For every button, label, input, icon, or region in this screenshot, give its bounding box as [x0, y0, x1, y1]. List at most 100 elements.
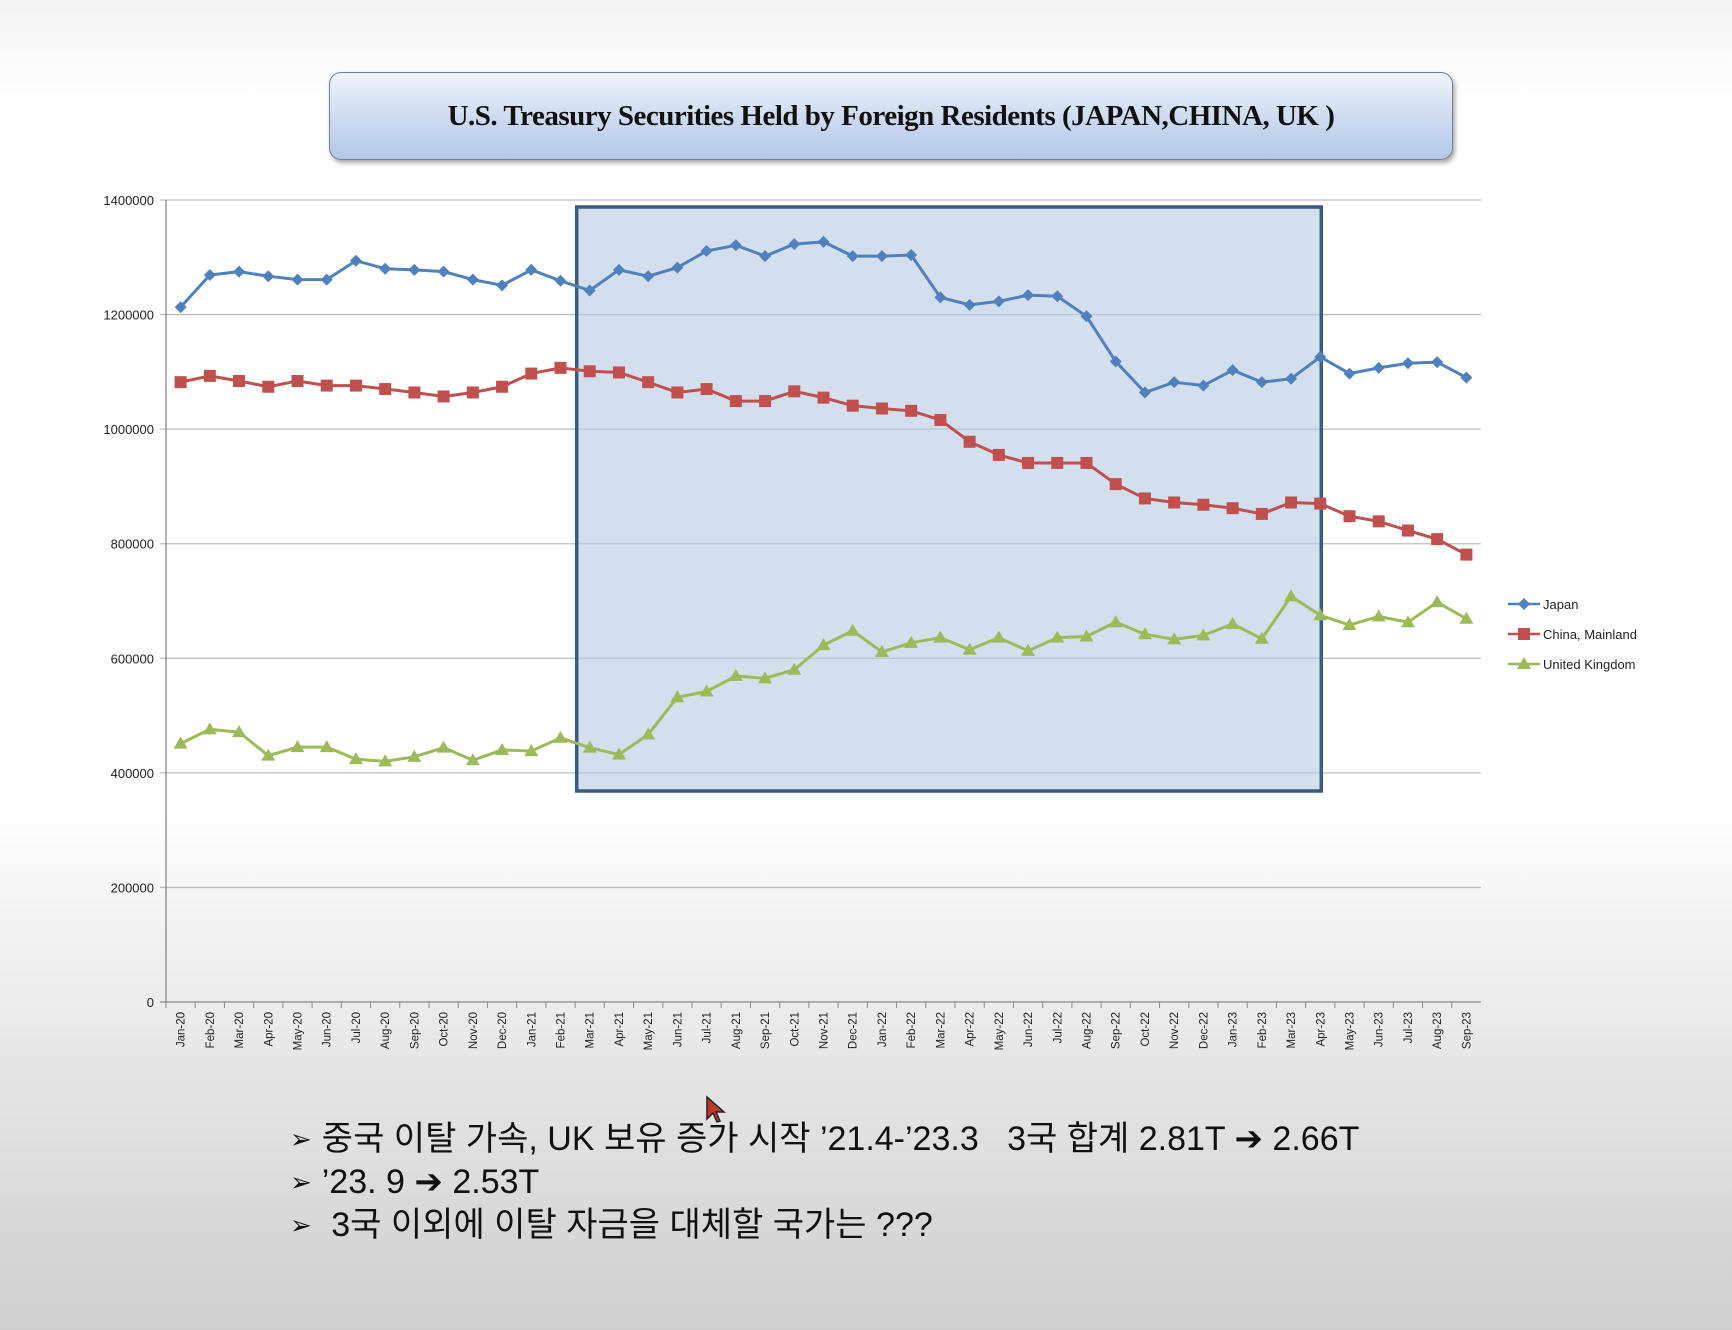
data-point: [1051, 456, 1064, 469]
data-point: [992, 448, 1005, 461]
y-tick-label: 1400000: [103, 193, 154, 208]
line-chart: 0 200000 400000 600000 800000 1000000 1200000 1…: [103, 193, 1637, 1050]
x-tick-label: Feb-23: [1257, 1012, 1269, 1048]
data-point: [1284, 589, 1299, 602]
data-point: [934, 291, 947, 304]
data-point: [495, 742, 510, 755]
x-tick-label: Oct-22: [1140, 1012, 1152, 1047]
data-point: [1255, 376, 1268, 389]
data-point: [261, 748, 276, 761]
data-point: [641, 727, 656, 740]
data-point: [728, 669, 743, 682]
x-tick-label: Jun-22: [1023, 1012, 1035, 1047]
data-point: [845, 623, 860, 636]
arrow-bullet-icon: ➢: [290, 1167, 312, 1197]
x-tick-label: Jul-22: [1052, 1012, 1064, 1043]
data-point: [759, 250, 772, 263]
data-point: [729, 395, 742, 408]
bullet-item: ➢ ’23. 9 ➔ 2.53T: [290, 1161, 1359, 1204]
data-point: [875, 250, 888, 263]
x-tick-label: Jul-21: [702, 1012, 714, 1043]
data-point: [817, 391, 830, 404]
legend-item: United Kingdom: [1508, 657, 1636, 672]
x-tick-label: May-23: [1345, 1012, 1357, 1050]
data-point: [1080, 456, 1093, 469]
data-point: [379, 383, 392, 396]
data-point: [525, 367, 538, 380]
x-tick-label: Aug-21: [731, 1012, 743, 1049]
data-point: [1430, 595, 1445, 608]
data-point: [1226, 502, 1239, 515]
arrow-bullet-icon: ➢: [290, 1210, 312, 1240]
data-point: [671, 261, 684, 274]
data-point: [1022, 456, 1035, 469]
data-point: [496, 380, 509, 393]
data-point: [1255, 507, 1268, 520]
data-point: [379, 262, 392, 275]
data-point: [291, 375, 304, 388]
highlight-box: [574, 205, 1324, 793]
data-point: [729, 239, 742, 252]
data-point: [553, 730, 568, 743]
data-point: [1401, 357, 1414, 370]
data-point: [1431, 533, 1444, 546]
series-united-kingdom: [173, 589, 1474, 767]
y-tick-label: 1200000: [103, 308, 154, 323]
data-point: [262, 270, 275, 283]
data-point: [846, 399, 859, 412]
x-tick-label: Mar-23: [1286, 1012, 1298, 1048]
data-point: [1138, 386, 1151, 399]
data-point: [874, 644, 889, 657]
data-point: [174, 376, 187, 389]
y-tick-label: 0: [147, 995, 154, 1010]
data-point: [934, 413, 947, 426]
data-point: [1197, 498, 1210, 511]
data-point: [408, 386, 421, 399]
data-point: [173, 736, 188, 749]
data-point: [348, 752, 363, 765]
legend-label: United Kingdom: [1543, 657, 1636, 672]
x-tick-label: Nov-22: [1169, 1012, 1181, 1049]
data-point: [612, 366, 625, 379]
data-point: [963, 435, 976, 448]
data-point: [1372, 361, 1385, 374]
data-point: [407, 749, 422, 762]
y-tick-label: 400000: [111, 766, 154, 781]
data-point: [905, 248, 918, 261]
bullet-text: ’23. 9 ➔ 2.53T: [321, 1163, 540, 1201]
data-point: [1022, 289, 1035, 302]
x-tick-label: Feb-22: [906, 1012, 918, 1048]
x-tick-label: Sep-20: [409, 1012, 421, 1049]
data-point: [1137, 627, 1152, 640]
data-point: [583, 284, 596, 297]
data-point: [320, 273, 333, 286]
x-tick-label: Jun-21: [672, 1012, 684, 1047]
data-point: [465, 753, 480, 766]
x-tick-label: Apr-20: [263, 1012, 275, 1047]
data-point: [436, 740, 451, 753]
data-point: [1050, 630, 1065, 643]
x-tick-label: Dec-21: [848, 1012, 860, 1049]
chart-title-box: U.S. Treasury Securities Held by Foreign…: [329, 72, 1453, 160]
legend-item: Japan: [1508, 597, 1578, 612]
x-tick-label: Aug-23: [1432, 1012, 1444, 1049]
data-point: [525, 263, 538, 276]
data-point: [1196, 628, 1211, 641]
x-tick-label: Apr-23: [1315, 1012, 1327, 1047]
data-point: [1371, 609, 1386, 622]
data-point: [582, 740, 597, 753]
arrow-bullet-icon: ➢: [290, 1124, 312, 1154]
data-point: [962, 642, 977, 655]
data-point: [1400, 615, 1415, 628]
x-tick-label: May-21: [643, 1012, 655, 1050]
y-tick-label: 200000: [111, 880, 154, 895]
data-point: [1372, 515, 1385, 528]
data-point: [846, 250, 859, 263]
y-tick-label: 800000: [111, 537, 154, 552]
data-point: [378, 754, 393, 767]
data-point: [408, 263, 421, 276]
x-tick-label: Jan-21: [526, 1012, 538, 1047]
x-tick-label: May-20: [293, 1012, 305, 1050]
data-point: [1459, 611, 1474, 624]
data-point: [1285, 372, 1298, 385]
